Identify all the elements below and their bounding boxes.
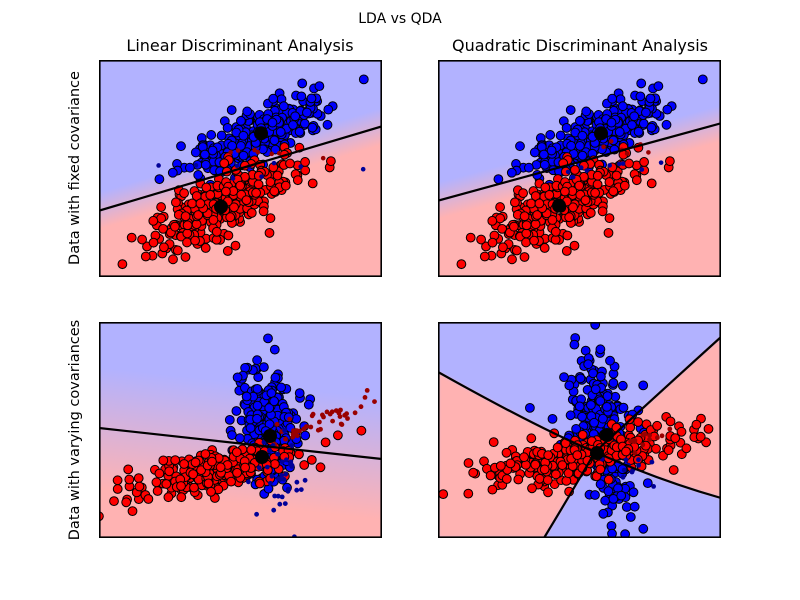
- subplot-qda-fixed-covariance: [438, 60, 721, 277]
- class-mean-marker: [254, 126, 268, 141]
- scatter-class0-correct: [456, 142, 675, 270]
- decision-boundary: [99, 125, 382, 212]
- class-mean-marker: [214, 199, 228, 214]
- subplot-qda-varying-covariances: [438, 322, 721, 538]
- subplot-lda-varying-covariances: [99, 322, 382, 538]
- decision-region-background: [99, 322, 382, 538]
- class-mean-marker: [552, 198, 566, 213]
- axes-border: [99, 322, 382, 538]
- plot-area-qda-varying: [438, 322, 721, 538]
- scatter-class0-missed: [628, 426, 673, 456]
- row-label-fixed-covariance: Data with fixed covariance: [67, 71, 83, 265]
- scatter-class1-missed: [246, 428, 308, 538]
- plot-area-lda-fixed: [99, 60, 382, 277]
- row-label-varying-covariances: Data with varying covariances: [67, 319, 83, 541]
- subplot-lda-fixed-covariance: [99, 60, 382, 277]
- scatter-class1-missed: [565, 160, 664, 180]
- subplot-title-lda: Linear Discriminant Analysis: [126, 36, 354, 55]
- plot-area-qda-fixed: [438, 60, 721, 277]
- decision-boundary: [438, 122, 721, 202]
- scatter-class1-missed: [599, 456, 656, 489]
- scatter-class0-correct: [438, 412, 714, 500]
- axes-border: [438, 60, 721, 277]
- decision-boundary: [543, 336, 721, 538]
- subplot-title-qda: Quadratic Discriminant Analysis: [452, 36, 708, 55]
- class-mean-marker: [255, 450, 269, 464]
- scatter-class0-correct: [99, 425, 367, 522]
- decision-boundary: [99, 426, 382, 461]
- figure-title: LDA vs QDA: [358, 11, 442, 27]
- class-mean-marker: [590, 446, 604, 460]
- plot-area-lda-varying: [99, 322, 382, 538]
- axes-border: [438, 322, 721, 538]
- axes-border: [99, 60, 382, 277]
- class-mean-marker: [594, 126, 608, 141]
- class-mean-marker: [600, 428, 614, 442]
- class-mean-marker: [263, 429, 277, 443]
- scatter-class0-missed: [228, 147, 326, 161]
